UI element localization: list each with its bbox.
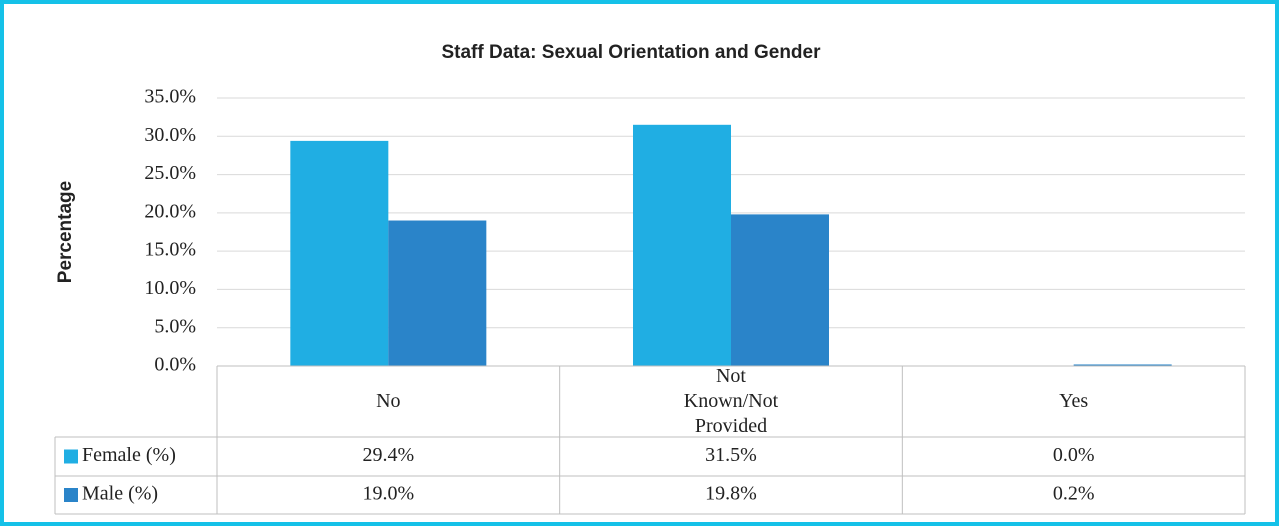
data-label: 0.0%	[1053, 444, 1095, 466]
y-tick-label: 30.0%	[144, 124, 196, 146]
bar	[633, 124, 731, 366]
bar	[388, 220, 487, 366]
x-tick-label: Not Known/Not Provided	[683, 366, 779, 437]
data-label: 19.0%	[362, 483, 414, 505]
legend-swatch	[64, 488, 78, 502]
data-label: 29.4%	[362, 444, 414, 466]
x-tick-label-box: Not Known/Not Provided	[683, 366, 779, 437]
bar	[290, 140, 389, 366]
bar	[1073, 364, 1172, 366]
bar	[731, 214, 829, 366]
chart-title: Staff Data: Sexual Orientation and Gende…	[441, 42, 821, 63]
y-tick-label: 5.0%	[154, 315, 196, 337]
y-tick-label: 0.0%	[154, 354, 196, 376]
y-tick-label: 15.0%	[144, 239, 196, 261]
y-tick-label: 35.0%	[144, 86, 196, 108]
y-tick-label: 10.0%	[144, 277, 196, 299]
y-tick-label: 20.0%	[144, 200, 196, 222]
legend-label: Male (%)	[82, 483, 158, 505]
x-tick-label-box: Yes	[1059, 390, 1089, 412]
data-label: 31.5%	[705, 444, 757, 466]
x-tick-label-box: No	[376, 390, 401, 412]
x-tick-label: No	[376, 390, 401, 412]
x-tick-label: Yes	[1059, 390, 1089, 412]
data-label: 19.8%	[705, 483, 757, 505]
data-label: 0.2%	[1053, 483, 1095, 505]
legend-label: Female (%)	[82, 444, 176, 466]
y-tick-label: 25.0%	[144, 162, 196, 184]
y-axis-label: Percentage	[55, 181, 76, 283]
legend-swatch	[64, 449, 78, 464]
